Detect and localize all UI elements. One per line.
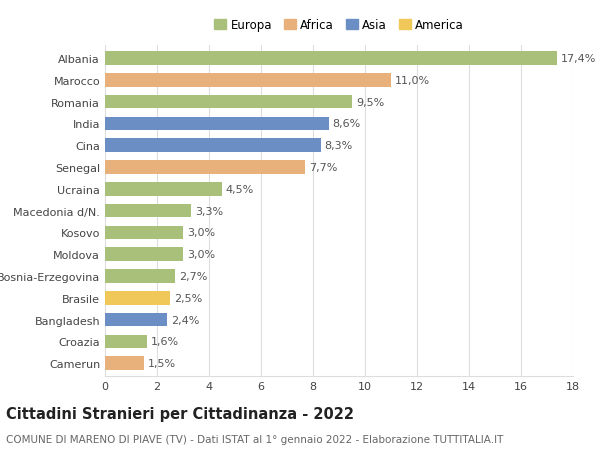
Text: 11,0%: 11,0%	[395, 76, 430, 86]
Bar	[105, 291, 170, 305]
Text: 7,7%: 7,7%	[309, 162, 337, 173]
Text: 8,6%: 8,6%	[332, 119, 361, 129]
Text: 3,0%: 3,0%	[187, 250, 215, 260]
Bar	[105, 204, 191, 218]
Text: 3,3%: 3,3%	[194, 206, 223, 216]
Bar	[105, 95, 352, 109]
Bar	[105, 118, 329, 131]
Bar	[105, 226, 183, 240]
Bar	[105, 52, 557, 66]
Text: 2,7%: 2,7%	[179, 271, 208, 281]
Bar	[105, 357, 144, 370]
Bar	[105, 248, 183, 261]
Text: 2,5%: 2,5%	[174, 293, 202, 303]
Bar	[105, 269, 175, 283]
Text: Cittadini Stranieri per Cittadinanza - 2022: Cittadini Stranieri per Cittadinanza - 2…	[6, 406, 354, 421]
Bar	[105, 335, 146, 348]
Text: 2,4%: 2,4%	[172, 315, 200, 325]
Text: 1,6%: 1,6%	[151, 336, 179, 347]
Bar	[105, 139, 321, 153]
Bar	[105, 313, 167, 327]
Legend: Europa, Africa, Asia, America: Europa, Africa, Asia, America	[209, 14, 469, 37]
Text: 8,3%: 8,3%	[325, 141, 353, 151]
Text: COMUNE DI MARENO DI PIAVE (TV) - Dati ISTAT al 1° gennaio 2022 - Elaborazione TU: COMUNE DI MARENO DI PIAVE (TV) - Dati IS…	[6, 434, 503, 444]
Bar	[105, 183, 222, 196]
Text: 9,5%: 9,5%	[356, 97, 384, 107]
Text: 17,4%: 17,4%	[562, 54, 596, 64]
Text: 3,0%: 3,0%	[187, 228, 215, 238]
Bar	[105, 74, 391, 87]
Text: 4,5%: 4,5%	[226, 185, 254, 195]
Text: 1,5%: 1,5%	[148, 358, 176, 368]
Bar	[105, 161, 305, 174]
